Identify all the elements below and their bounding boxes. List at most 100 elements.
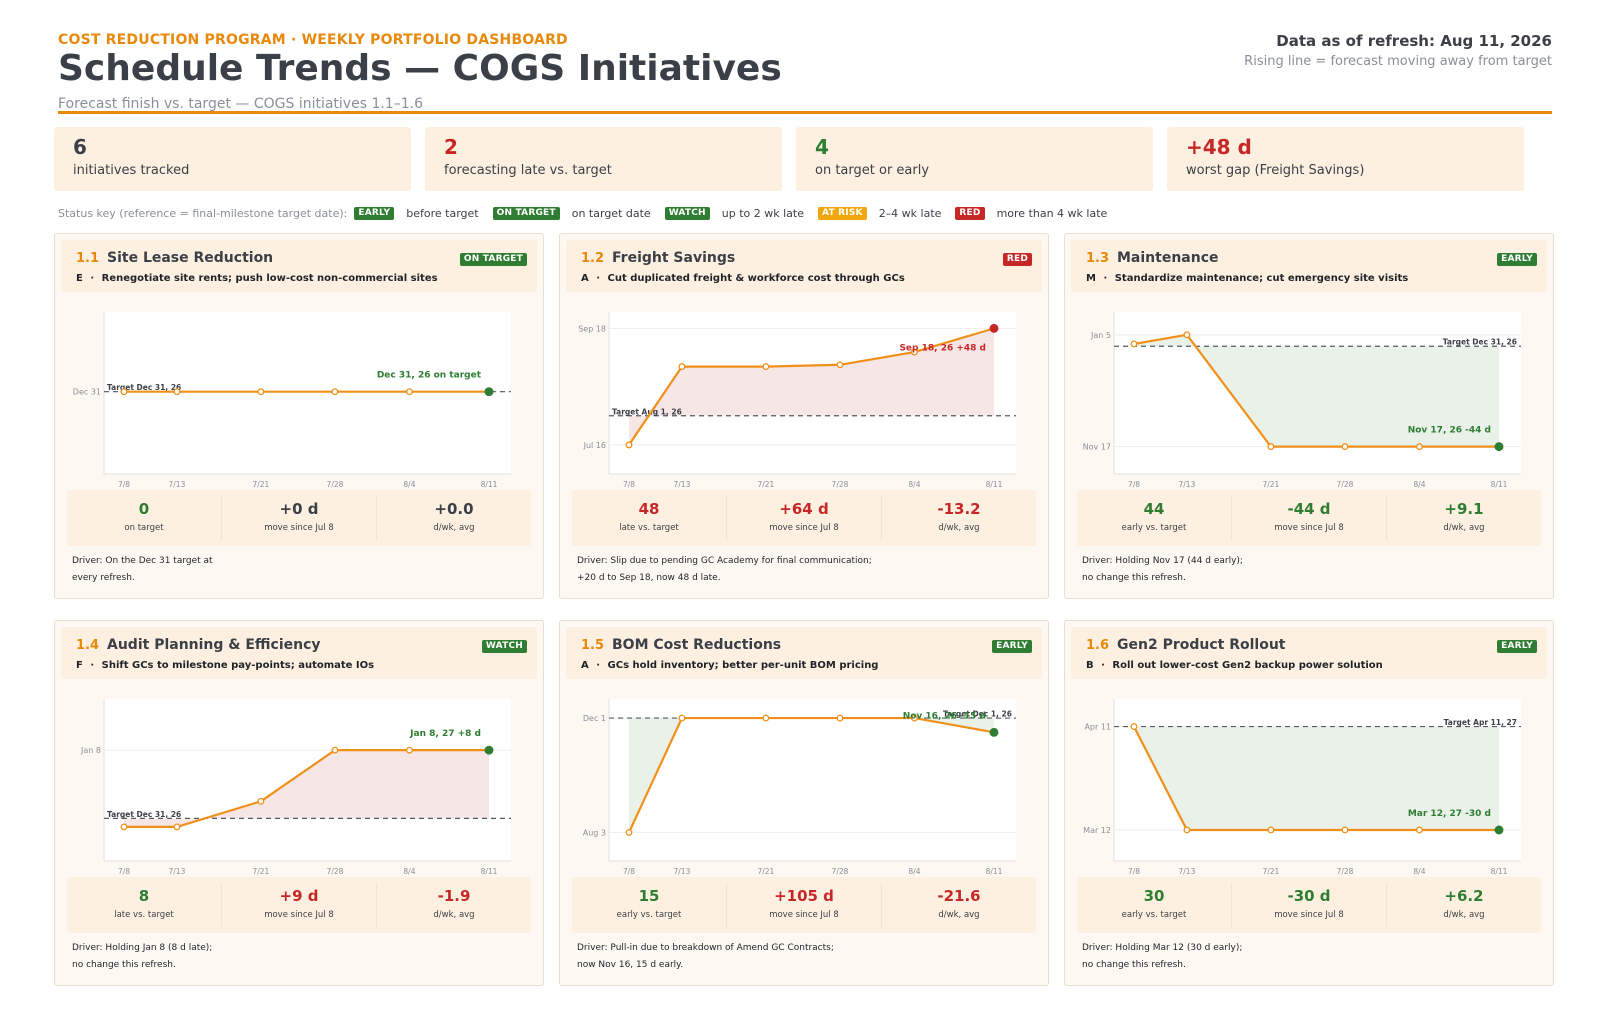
x-tick-label: 7/28 — [1337, 480, 1354, 489]
forecast-point — [836, 714, 844, 722]
initiative-title: BOM Cost Reductions — [612, 637, 782, 653]
stat-move: +105 d move since Jul 8 — [727, 877, 881, 933]
driver-note: Driver: Holding Mar 12 (30 d early); no … — [1082, 940, 1382, 974]
x-tick-label: 7/21 — [757, 867, 774, 876]
y-tick-label: Mar 12 — [1083, 826, 1111, 835]
x-tick-label: 8/4 — [908, 867, 920, 876]
variance-area — [629, 718, 994, 833]
end-label: Nov 17, 26 -44 d — [1408, 426, 1491, 436]
stat-label: move since Jul 8 — [769, 910, 839, 920]
initiative-title: Audit Planning & Efficiency — [107, 637, 321, 653]
initiative-description: E · Renegotiate site rents; push low-cos… — [76, 273, 438, 284]
stat-gap: 48 late vs. target — [572, 490, 726, 546]
x-tick-label: 7/28 — [1337, 867, 1354, 876]
stat-label: move since Jul 8 — [264, 910, 334, 920]
stats-strip: 48 late vs. target +64 d move since Jul … — [572, 490, 1036, 546]
status-badge: EARLY — [1497, 640, 1537, 653]
status-badge: AT RISK — [818, 206, 867, 220]
stats-strip: 0 on target +0 d move since Jul 8 +0.0 d… — [67, 490, 531, 546]
forecast-point — [762, 363, 770, 371]
forecast-line — [1133, 333, 1499, 448]
schedule-trend-chart: Apr 11 Mar 12 Target Apr 11, 27 Mar 12, 27 … — [1083, 699, 1521, 876]
stats-strip: 15 early vs. target +105 d move since Ju… — [572, 877, 1036, 933]
schedule-trend-chart: Dec 31 Target Dec 31, 26 Dec 31, 26 on tar… — [73, 312, 511, 489]
y-tick-label: Jan 5 — [1090, 331, 1111, 340]
y-tick-label: Jan 8 — [80, 746, 101, 755]
stat-divider — [881, 883, 882, 927]
x-tick-label: 7/8 — [1128, 867, 1140, 876]
initiative-card: 1.2 Freight Savings RED A · Cut duplicat… — [559, 233, 1049, 599]
forecast-point — [331, 388, 339, 396]
driver-line: Driver: Pull-in due to breakdown of Amen… — [577, 943, 834, 953]
forecast-point — [678, 714, 686, 722]
initiative-description: B · Roll out lower-cost Gen2 backup powe… — [1086, 660, 1383, 671]
stat-label: d/wk, avg — [433, 523, 475, 533]
kpi-initiatives-tracked: 6 initiatives tracked — [54, 127, 411, 191]
owner-code: A — [581, 273, 589, 284]
stat-value: -1.9 — [437, 887, 471, 905]
x-tick-label: 7/28 — [327, 867, 344, 876]
stat-label: move since Jul 8 — [1274, 910, 1344, 920]
x-tick-label: 8/11 — [481, 480, 498, 489]
stat-label: early vs. target — [616, 910, 682, 920]
x-tick-label: 8/11 — [1491, 480, 1508, 489]
stat-value: +105 d — [774, 887, 834, 905]
card-header: 1.1 Site Lease Reduction ON TARGET E · R… — [61, 240, 537, 292]
x-tick-label: 7/13 — [1179, 480, 1196, 489]
stat-value: -13.2 — [937, 500, 981, 518]
stat-rate: +9.1 d/wk, avg — [1387, 490, 1541, 546]
x-tick-label: 7/8 — [623, 867, 635, 876]
x-tick-label: 7/13 — [1179, 867, 1196, 876]
stat-move: +9 d move since Jul 8 — [222, 877, 376, 933]
stat-value: +0.0 — [434, 500, 474, 518]
kpi-on-target-or-early: 4 on target or early — [796, 127, 1153, 191]
x-tick-label: 7/21 — [757, 480, 774, 489]
target-label: Target Dec 31, 26 — [1443, 338, 1517, 347]
initiative-desc-text: GCs hold inventory; better per-unit BOM … — [607, 660, 879, 671]
status-badge: RED — [955, 206, 985, 220]
driver-note: Driver: On the Dec 31 target at every re… — [72, 553, 372, 587]
page-subtitle: Forecast finish vs. target — COGS initia… — [58, 96, 423, 112]
initiative-title: Freight Savings — [612, 250, 736, 266]
stat-value: +0 d — [279, 500, 319, 518]
card-header: 1.4 Audit Planning & Efficiency WATCH F … — [61, 627, 537, 679]
stat-label: move since Jul 8 — [1274, 523, 1344, 533]
card-header: 1.6 Gen2 Product Rollout EARLY B · Roll … — [1071, 627, 1547, 679]
kpi-value: 2 — [444, 135, 458, 159]
kpi-worst-gap: +48 d worst gap (Freight Savings) — [1167, 127, 1524, 191]
forecast-point — [910, 348, 918, 356]
separator: · — [1101, 660, 1105, 671]
separator: · — [596, 273, 601, 284]
stats-strip: 30 early vs. target -30 d move since Jul… — [1077, 877, 1541, 933]
stat-value: +64 d — [779, 500, 829, 518]
x-tick-label: 7/8 — [118, 480, 130, 489]
forecast-point — [1341, 826, 1349, 834]
x-tick-label: 7/21 — [252, 480, 269, 489]
driver-line: Driver: Holding Nov 17 (44 d early); — [1082, 556, 1243, 566]
stat-divider — [726, 883, 727, 927]
end-label: Nov 16, 26 -15 d — [903, 711, 986, 721]
forecast-line — [1133, 726, 1499, 832]
stat-rate: -1.9 d/wk, avg — [377, 877, 531, 933]
forecast-point — [1494, 442, 1504, 452]
x-tick-label: 7/8 — [1128, 480, 1140, 489]
forecast-point — [257, 388, 265, 396]
stat-label: on target — [124, 523, 164, 533]
y-tick-label: Dec 1 — [583, 714, 606, 723]
kpi-label: worst gap (Freight Savings) — [1186, 163, 1365, 178]
stat-divider — [1231, 496, 1232, 540]
forecast-point — [257, 797, 265, 805]
stat-label: d/wk, avg — [938, 910, 980, 920]
stat-rate: +6.2 d/wk, avg — [1387, 877, 1541, 933]
stat-divider — [221, 496, 222, 540]
initiative-card: 1.4 Audit Planning & Efficiency WATCH F … — [54, 620, 544, 986]
stat-move: +64 d move since Jul 8 — [727, 490, 881, 546]
forecast-point — [1494, 825, 1504, 835]
initiative-title: Maintenance — [1117, 250, 1219, 266]
stat-value: +9 d — [279, 887, 319, 905]
forecast-point — [989, 727, 999, 737]
program-eyebrow: COST REDUCTION PROGRAM · WEEKLY PORTFOLI… — [58, 32, 568, 48]
status-badge: EARLY — [354, 206, 395, 220]
forecast-point — [625, 441, 633, 449]
status-badge: RED — [1002, 253, 1032, 266]
